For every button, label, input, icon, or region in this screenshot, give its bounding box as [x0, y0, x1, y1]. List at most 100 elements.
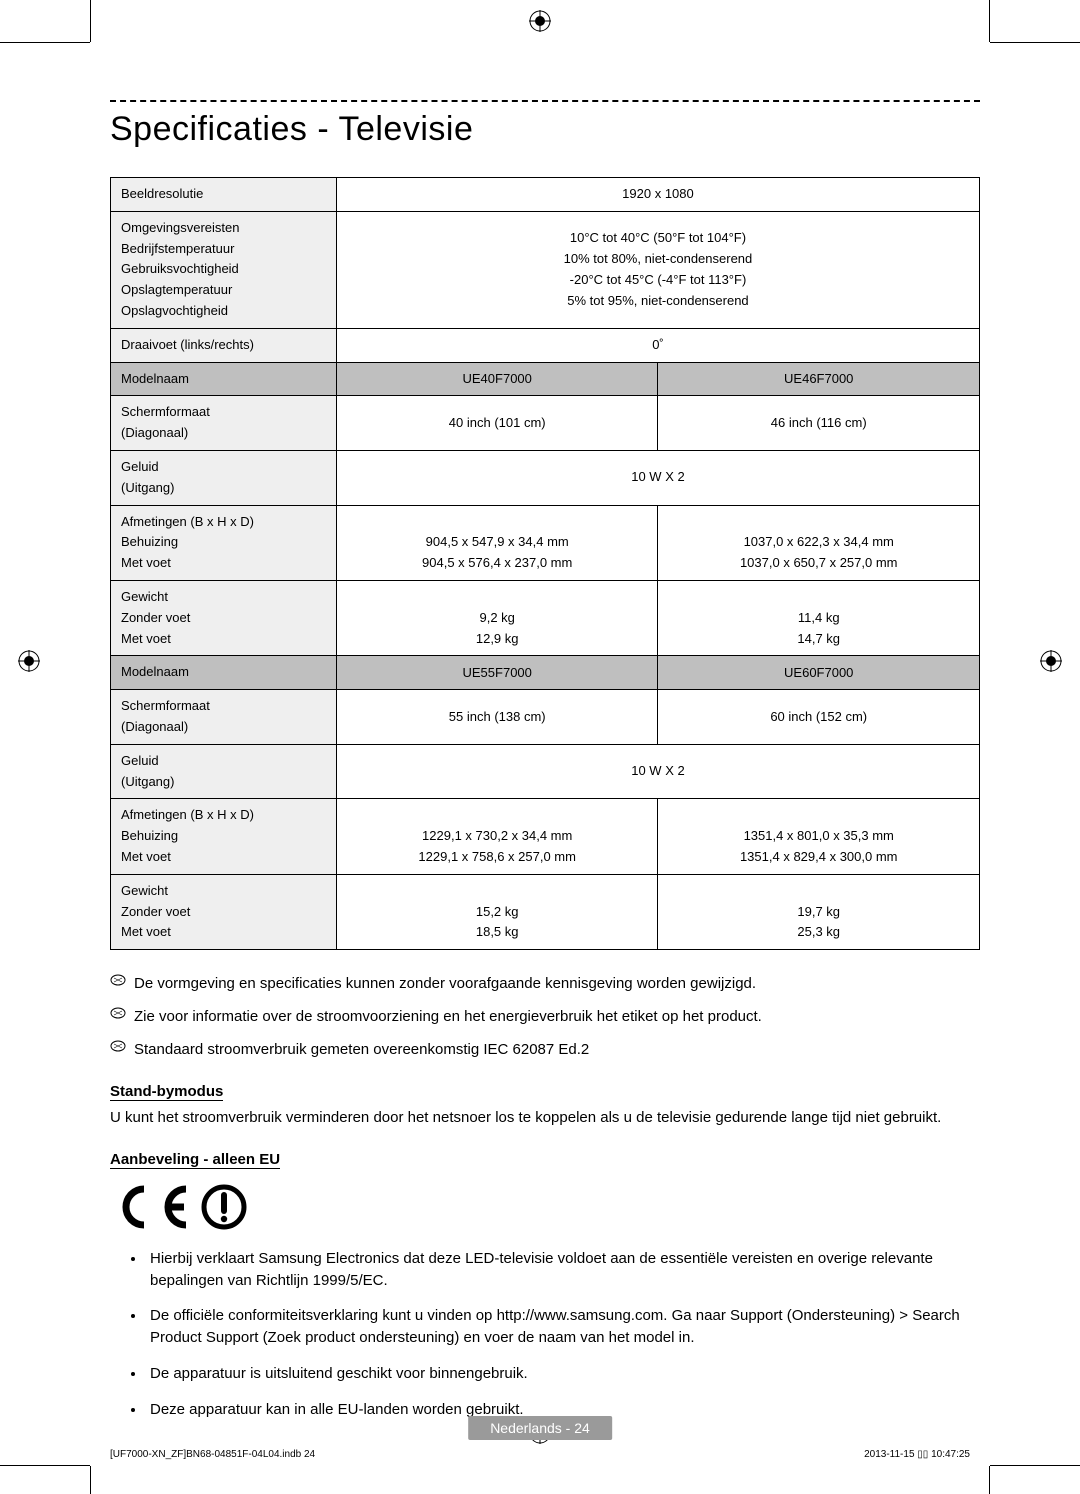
registration-mark-icon	[1040, 650, 1062, 672]
crop-mark	[90, 1466, 91, 1494]
note-item: Zie voor informatie over de stroomvoorzi…	[110, 1003, 980, 1030]
table-row: Draaivoet (links/rechts) 0˚	[111, 328, 980, 362]
text: 19,7 kg	[668, 902, 969, 923]
cell-value: 10°C tot 40°C (50°F tot 104°F) 10% tot 8…	[336, 211, 979, 328]
note-text: Zie voor informatie over de stroomvoorzi…	[134, 1003, 762, 1030]
note-icon	[110, 1003, 126, 1030]
page-number-badge: Nederlands - 24	[468, 1416, 612, 1440]
crop-mark	[0, 42, 90, 43]
text: Met voet	[121, 922, 326, 943]
cell-label: Omgevingsvereisten Bedrijfstemperatuur G…	[111, 211, 337, 328]
cell-label: Modelnaam	[111, 362, 337, 396]
cell-value: 9,2 kg 12,9 kg	[336, 580, 658, 655]
standby-heading: Stand-bymodus	[110, 1083, 223, 1101]
crop-mark	[989, 1466, 990, 1494]
standby-text: U kunt het stroomverbruik verminderen do…	[110, 1107, 980, 1129]
spec-table: Beeldresolutie 1920 x 1080 Omgevingsvere…	[110, 177, 980, 950]
cell-label: Gewicht Zonder voet Met voet	[111, 580, 337, 655]
cell-value: 904,5 x 547,9 x 34,4 mm 904,5 x 576,4 x …	[336, 505, 658, 580]
cell-label: Beeldresolutie	[111, 178, 337, 212]
cell-label: Modelnaam	[111, 656, 337, 690]
text: Gewicht	[121, 587, 326, 608]
note-icon	[110, 970, 126, 997]
text: Gewicht	[121, 881, 326, 902]
text: Met voet	[121, 553, 326, 574]
cell-value: 1351,4 x 801,0 x 35,3 mm 1351,4 x 829,4 …	[658, 799, 980, 874]
text: 18,5 kg	[347, 922, 648, 943]
cell-value: 10 W X 2	[336, 450, 979, 505]
cell-label: Gewicht Zonder voet Met voet	[111, 874, 337, 949]
ce-mark-icon	[110, 1183, 194, 1236]
text: 904,5 x 576,4 x 237,0 mm	[347, 553, 648, 574]
list-item: De officiële conformiteitsverklaring kun…	[146, 1305, 980, 1349]
registration-mark-icon	[529, 10, 551, 32]
cell-value: 19,7 kg 25,3 kg	[658, 874, 980, 949]
cell-value: 1229,1 x 730,2 x 34,4 mm 1229,1 x 758,6 …	[336, 799, 658, 874]
text: 1351,4 x 829,4 x 300,0 mm	[668, 847, 969, 868]
text: Afmetingen (B x H x D)	[121, 512, 326, 533]
note-text: Standaard stroomverbruik gemeten overeen…	[134, 1036, 589, 1063]
text: Gebruiksvochtigheid	[121, 259, 326, 280]
page-title: Specificaties - Televisie	[110, 110, 980, 149]
alert-circle-icon	[200, 1183, 248, 1236]
cell-value: 55 inch (138 cm)	[336, 690, 658, 745]
text: 1229,1 x 730,2 x 34,4 mm	[347, 826, 648, 847]
text: 15,2 kg	[347, 902, 648, 923]
cell-value: 1037,0 x 622,3 x 34,4 mm 1037,0 x 650,7 …	[658, 505, 980, 580]
text: Geluid	[121, 751, 326, 772]
footer-timestamp: 2013-11-15 ▯▯ 10:47:25	[864, 1449, 970, 1460]
text: Met voet	[121, 629, 326, 650]
table-row: Modelnaam UE40F7000 UE46F7000	[111, 362, 980, 396]
text: Opslagtemperatuur	[121, 280, 326, 301]
text: Behuizing	[121, 532, 326, 553]
cell-value: UE40F7000	[336, 362, 658, 396]
crop-mark	[0, 1465, 90, 1466]
cell-label: Schermformaat (Diagonaal)	[111, 690, 337, 745]
text: 10% tot 80%, niet-condenserend	[347, 249, 969, 270]
text: Zonder voet	[121, 902, 326, 923]
crop-mark	[990, 42, 1080, 43]
crop-mark	[990, 1465, 1080, 1466]
text: Schermformaat	[121, 696, 326, 717]
ce-marks	[110, 1183, 980, 1236]
text: (Diagonaal)	[121, 423, 326, 444]
list-item: Hierbij verklaart Samsung Electronics da…	[146, 1248, 980, 1292]
page-content: Specificaties - Televisie Beeldresolutie…	[110, 100, 980, 1434]
text: (Uitgang)	[121, 772, 326, 793]
eu-heading: Aanbeveling - alleen EU	[110, 1151, 280, 1169]
table-row: Schermformaat (Diagonaal) 40 inch (101 c…	[111, 396, 980, 451]
text: (Diagonaal)	[121, 717, 326, 738]
text: 9,2 kg	[347, 608, 648, 629]
table-row: Geluid (Uitgang) 10 W X 2	[111, 450, 980, 505]
table-row: Afmetingen (B x H x D) Behuizing Met voe…	[111, 799, 980, 874]
eu-bullet-list: Hierbij verklaart Samsung Electronics da…	[110, 1248, 980, 1421]
note-item: De vormgeving en specificaties kunnen zo…	[110, 970, 980, 997]
table-row: Geluid (Uitgang) 10 W X 2	[111, 744, 980, 799]
note-text: De vormgeving en specificaties kunnen zo…	[134, 970, 756, 997]
text: 10°C tot 40°C (50°F tot 104°F)	[347, 228, 969, 249]
text: -20°C tot 45°C (-4°F tot 113°F)	[347, 270, 969, 291]
note-icon	[110, 1036, 126, 1063]
table-row: Afmetingen (B x H x D) Behuizing Met voe…	[111, 505, 980, 580]
text: Behuizing	[121, 826, 326, 847]
text: Zonder voet	[121, 608, 326, 629]
cell-value: UE60F7000	[658, 656, 980, 690]
text: Bedrijfstemperatuur	[121, 239, 326, 260]
divider	[110, 100, 980, 102]
text: 25,3 kg	[668, 922, 969, 943]
notes-list: De vormgeving en specificaties kunnen zo…	[110, 970, 980, 1063]
text: 1229,1 x 758,6 x 257,0 mm	[347, 847, 648, 868]
text: 1037,0 x 622,3 x 34,4 mm	[668, 532, 969, 553]
cell-value: 11,4 kg 14,7 kg	[658, 580, 980, 655]
table-row: Beeldresolutie 1920 x 1080	[111, 178, 980, 212]
note-item: Standaard stroomverbruik gemeten overeen…	[110, 1036, 980, 1063]
cell-label: Afmetingen (B x H x D) Behuizing Met voe…	[111, 799, 337, 874]
cell-label: Draaivoet (links/rechts)	[111, 328, 337, 362]
cell-label: Afmetingen (B x H x D) Behuizing Met voe…	[111, 505, 337, 580]
cell-value: 0˚	[336, 328, 979, 362]
table-row: Schermformaat (Diagonaal) 55 inch (138 c…	[111, 690, 980, 745]
cell-value: 40 inch (101 cm)	[336, 396, 658, 451]
text: Afmetingen (B x H x D)	[121, 805, 326, 826]
text: Schermformaat	[121, 402, 326, 423]
cell-value: 10 W X 2	[336, 744, 979, 799]
